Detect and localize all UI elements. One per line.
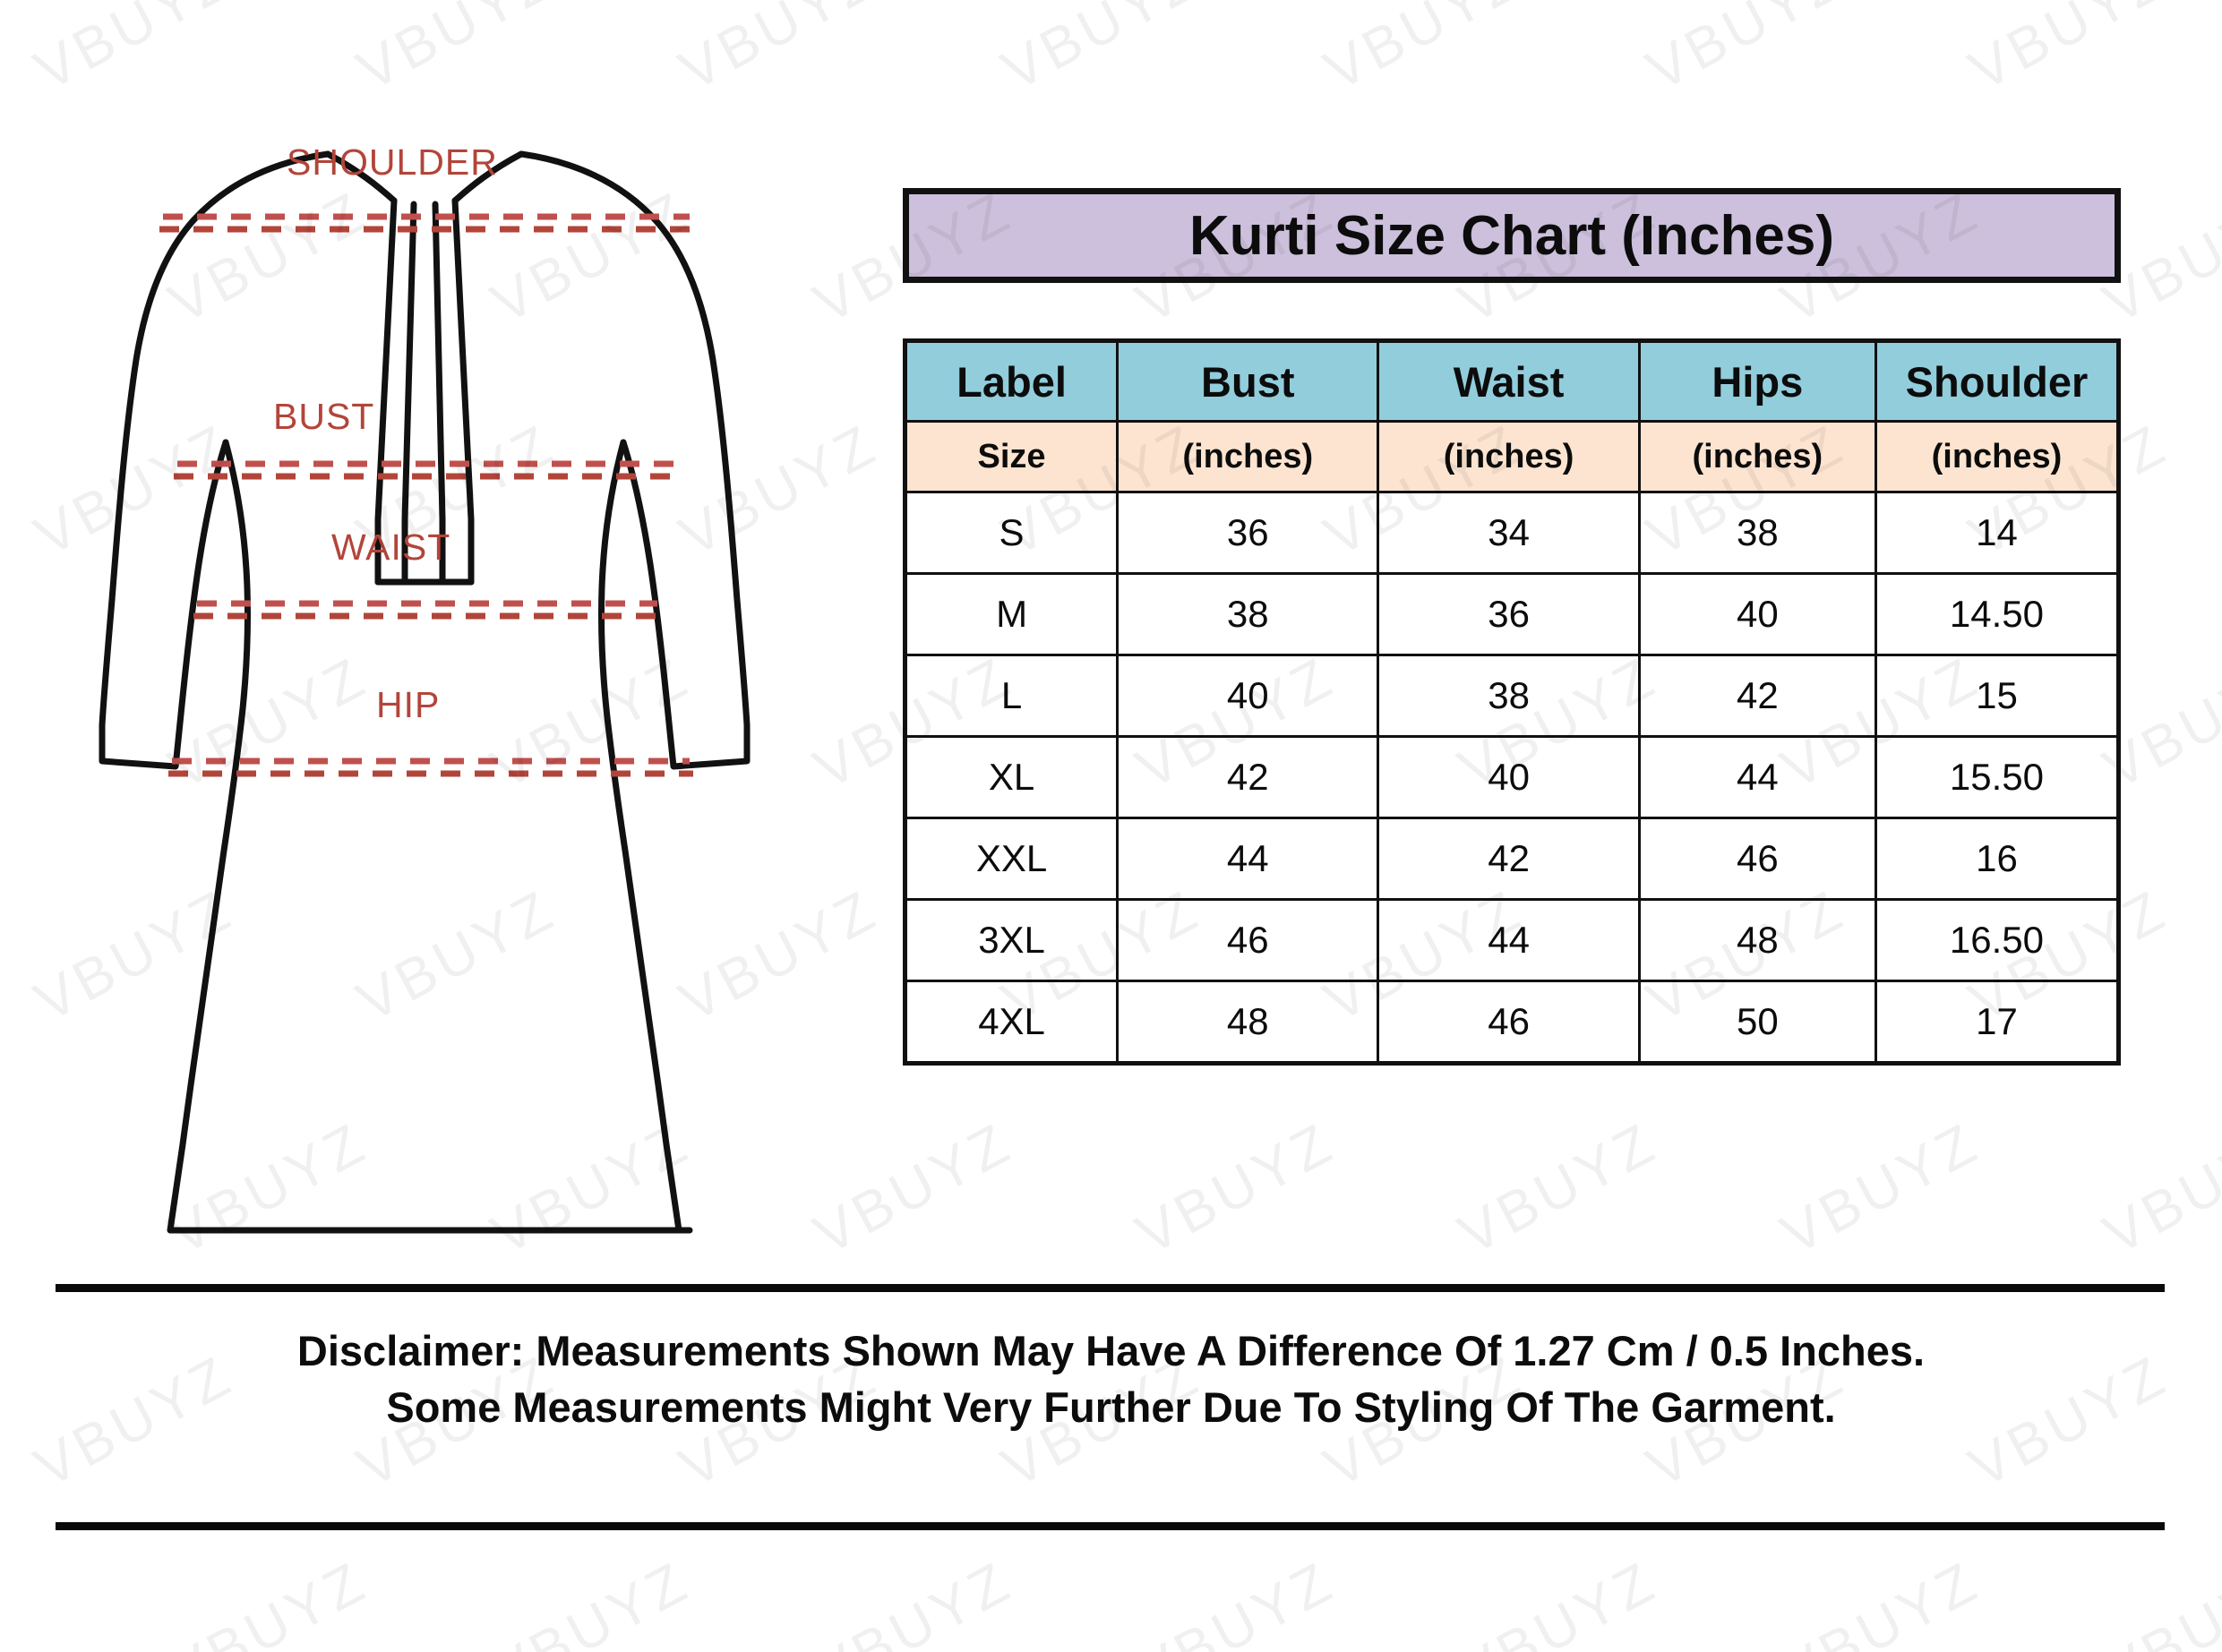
column-header-waist: Waist [1377, 339, 1641, 423]
measurement-label-hip: HIP [376, 684, 441, 725]
column-unit-bust: (inches) [1116, 420, 1380, 493]
column-header-shoulder: Shoulder [1874, 339, 2121, 423]
cell-hips: 48 [1637, 898, 1877, 982]
cell-shoulder: 15 [1874, 654, 2121, 738]
divider-bottom [56, 1522, 2165, 1530]
size-chart-table: Label Bust Waist Hips Shoulder Size (inc… [903, 338, 2121, 1066]
table-row: S 36 34 38 14 [903, 491, 2121, 575]
table-units-row: Size (inches) (inches) (inches) (inches) [903, 420, 2121, 493]
kurti-illustration: SHOULDER BUST WAIST HIP [63, 134, 770, 1263]
measurement-guides [159, 213, 693, 777]
cell-bust: 48 [1116, 980, 1380, 1065]
cell-size: XL [903, 735, 1120, 819]
cell-hips: 38 [1637, 491, 1877, 575]
cell-bust: 38 [1116, 572, 1380, 656]
cell-hips: 42 [1637, 654, 1877, 738]
cell-shoulder: 16.50 [1874, 898, 2121, 982]
measurement-label-waist: WAIST [331, 526, 451, 568]
table-row: XXL 44 42 46 16 [903, 817, 2121, 901]
cell-shoulder: 14.50 [1874, 572, 2121, 656]
cell-hips: 46 [1637, 817, 1877, 901]
cell-bust: 42 [1116, 735, 1380, 819]
cell-waist: 38 [1377, 654, 1641, 738]
cell-bust: 40 [1116, 654, 1380, 738]
cell-shoulder: 17 [1874, 980, 2121, 1065]
disclaimer-line-1: Disclaimer: Measurements Shown May Have … [296, 1327, 1926, 1374]
column-unit-hips: (inches) [1637, 420, 1877, 493]
cell-size: 4XL [903, 980, 1120, 1065]
divider-top [56, 1284, 2165, 1292]
table-body: S 36 34 38 14 M 38 36 40 14.50 L [903, 491, 2121, 1065]
cell-hips: 50 [1637, 980, 1877, 1065]
cell-size: XXL [903, 817, 1120, 901]
cell-size: M [903, 572, 1120, 656]
column-header-label: Label [903, 339, 1120, 423]
cell-bust: 36 [1116, 491, 1380, 575]
cell-size: L [903, 654, 1120, 738]
table-row: M 38 36 40 14.50 [903, 572, 2121, 656]
cell-waist: 34 [1377, 491, 1641, 575]
measurement-label-shoulder: SHOULDER [287, 141, 498, 183]
disclaimer: Disclaimer: Measurements Shown May Have … [0, 1323, 2222, 1435]
cell-waist: 40 [1377, 735, 1641, 819]
cell-hips: 40 [1637, 572, 1877, 656]
cell-size: S [903, 491, 1120, 575]
page-title: Kurti Size Chart (Inches) [1189, 204, 1834, 267]
column-header-hips: Hips [1637, 339, 1877, 423]
table-head: Label Bust Waist Hips Shoulder Size (inc… [903, 339, 2121, 493]
cell-waist: 44 [1377, 898, 1641, 982]
cell-waist: 46 [1377, 980, 1641, 1065]
table-row: L 40 38 42 15 [903, 654, 2121, 738]
column-unit-size: Size [903, 420, 1120, 493]
column-unit-waist: (inches) [1377, 420, 1641, 493]
cell-bust: 46 [1116, 898, 1380, 982]
cell-shoulder: 16 [1874, 817, 2121, 901]
cell-shoulder: 15.50 [1874, 735, 2121, 819]
column-unit-shoulder: (inches) [1874, 420, 2121, 493]
cell-shoulder: 14 [1874, 491, 2121, 575]
table-row: 3XL 46 44 48 16.50 [903, 898, 2121, 982]
cell-waist: 42 [1377, 817, 1641, 901]
disclaimer-line-2: Some Measurements Might Very Further Due… [386, 1382, 1836, 1431]
cell-bust: 44 [1116, 817, 1380, 901]
kurti-line-drawing-svg [99, 150, 751, 1234]
cell-hips: 44 [1637, 735, 1877, 819]
column-header-bust: Bust [1116, 339, 1380, 423]
chart-panel: Kurti Size Chart (Inches) Label Bust Wai… [903, 188, 2121, 1066]
table-row: 4XL 48 46 50 17 [903, 980, 2121, 1065]
chart-title-box: Kurti Size Chart (Inches) [903, 188, 2121, 283]
cell-waist: 36 [1377, 572, 1641, 656]
measurement-label-bust: BUST [273, 396, 375, 437]
table-header-row: Label Bust Waist Hips Shoulder [903, 339, 2121, 423]
table-row: XL 42 40 44 15.50 [903, 735, 2121, 819]
cell-size: 3XL [903, 898, 1120, 982]
